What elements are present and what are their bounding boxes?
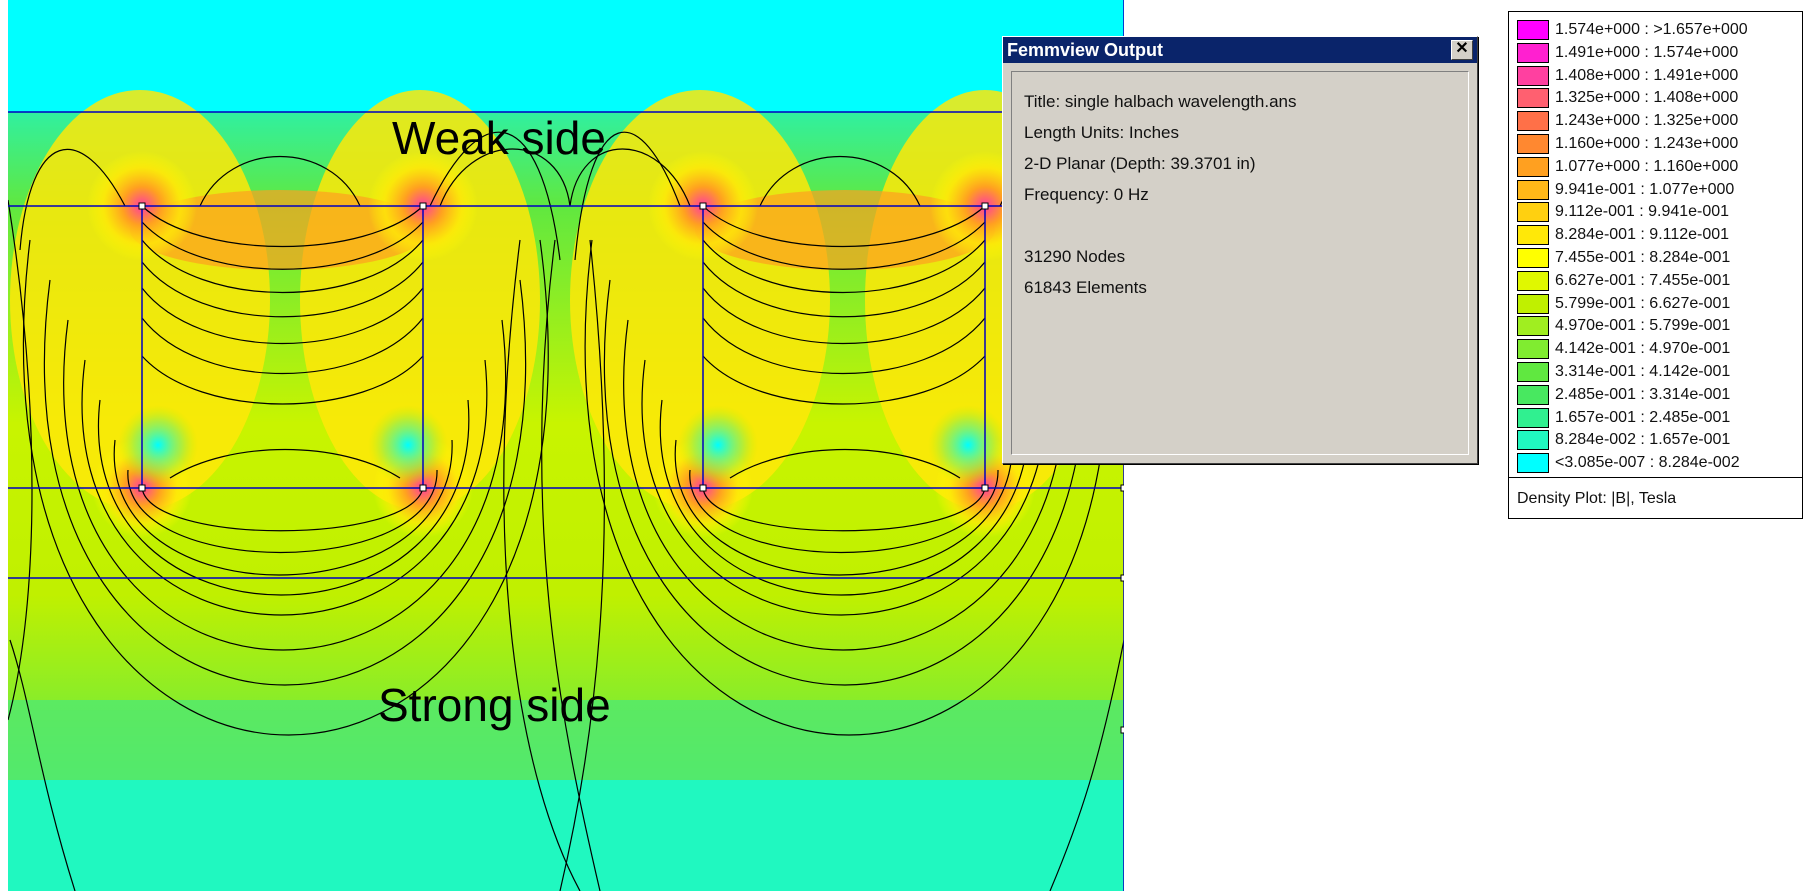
legend-swatch [1517, 156, 1549, 177]
legend-label: 3.314e-001 : 4.142e-001 [1555, 363, 1731, 380]
legend-entry: 1.574e+000 : >1.657e+000 [1517, 19, 1748, 41]
legend-label: 8.284e-002 : 1.657e-001 [1555, 431, 1731, 449]
legend-label: 1.657e-001 : 2.485e-001 [1555, 408, 1731, 426]
legend-entry: 5.799e-001 : 6.627e-001 [1517, 293, 1730, 315]
density-legend: Density Plot: |B|, Tesla 1.574e+000 : >1… [1508, 11, 1803, 519]
legend-swatch [1517, 407, 1549, 428]
legend-label: 4.142e-001 : 4.970e-001 [1555, 340, 1731, 358]
legend-entry: 4.970e-001 : 5.799e-001 [1517, 315, 1730, 337]
legend-entry: <3.085e-007 : 8.284e-002 [1517, 452, 1740, 474]
low-field-spot [928, 405, 1008, 485]
output-line-planar: 2-D Planar (Depth: 39.3701 in) [1024, 154, 1256, 173]
legend-entry: 1.657e-001 : 2.485e-001 [1517, 407, 1730, 429]
legend-label: 4.970e-001 : 5.799e-001 [1555, 317, 1731, 335]
legend-entry: 9.112e-001 : 9.941e-001 [1517, 201, 1729, 223]
output-line-nodes: 31290 Nodes [1024, 247, 1126, 266]
legend-label: 6.627e-001 : 7.455e-001 [1555, 271, 1731, 289]
legend-label: 7.455e-001 : 8.284e-001 [1555, 249, 1731, 266]
legend-entry: 1.160e+000 : 1.243e+000 [1517, 133, 1738, 155]
legend-label: 1.574e+000 : >1.657e+000 [1555, 21, 1748, 38]
output-text-area: Title: single halbach wavelength.ans Len… [1011, 71, 1469, 455]
legend-label: 1.077e+000 : 1.160e+000 [1555, 157, 1739, 175]
legend-swatch [1517, 111, 1549, 132]
field-band-mid [8, 700, 1124, 780]
field-hotspot [695, 190, 995, 270]
legend-entry: 4.142e-001 : 4.970e-001 [1517, 338, 1730, 360]
legend-swatch [1517, 339, 1549, 360]
legend-label: 1.160e+000 : 1.243e+000 [1555, 135, 1739, 152]
legend-swatch [1517, 248, 1549, 268]
output-line-units: Length Units: Inches [1024, 123, 1179, 142]
legend-swatch [1517, 453, 1549, 474]
femmview-output-window[interactable]: Femmview Output ✕ Title: single halbach … [1002, 36, 1478, 464]
field-hotspot [10, 90, 270, 510]
legend-label: 1.408e+000 : 1.491e+000 [1555, 66, 1739, 84]
legend-swatch [1517, 225, 1549, 246]
legend-swatch [1517, 65, 1549, 86]
legend-entry: 8.284e-001 : 9.112e-001 [1517, 224, 1729, 246]
legend-swatch [1517, 293, 1549, 314]
low-field-spot [678, 405, 758, 485]
legend-swatch [1517, 88, 1549, 109]
legend-label: 8.284e-001 : 9.112e-001 [1555, 226, 1730, 244]
legend-label: 1.491e+000 : 1.574e+000 [1555, 43, 1739, 61]
weak-side-label: Weak side [392, 112, 606, 164]
low-field-spot [118, 405, 198, 485]
legend-entry: 7.455e-001 : 8.284e-001 [1517, 247, 1730, 269]
output-line-blank [1024, 210, 1456, 241]
geometry-nodes [138, 202, 1124, 734]
low-field-spot [368, 405, 448, 485]
legend-entry: 3.314e-001 : 4.142e-001 [1517, 361, 1730, 383]
legend-entry: 1.325e+000 : 1.408e+000 [1517, 87, 1738, 109]
legend-entry: 1.243e+000 : 1.325e+000 [1517, 110, 1738, 132]
legend-swatch [1517, 202, 1549, 223]
geometry-lines [8, 0, 1124, 891]
legend-entry: 1.077e+000 : 1.160e+000 [1517, 156, 1738, 178]
legend-label: 1.243e+000 : 1.325e+000 [1555, 112, 1739, 130]
legend-entry: 2.485e-001 : 3.314e-001 [1517, 384, 1730, 406]
legend-label: 1.325e+000 : 1.408e+000 [1555, 89, 1739, 107]
legend-swatch [1517, 362, 1549, 382]
field-hotspot [300, 90, 540, 510]
field-hotspot [570, 90, 830, 510]
legend-label: 9.112e-001 : 9.941e-001 [1555, 203, 1730, 221]
legend-label: 9.941e-001 : 1.077e+000 [1555, 180, 1735, 198]
legend-swatch [1517, 20, 1549, 40]
legend-entry: 9.941e-001 : 1.077e+000 [1517, 179, 1734, 201]
legend-entry: 1.408e+000 : 1.491e+000 [1517, 65, 1738, 87]
legend-swatch [1517, 316, 1549, 337]
field-band-bottom [8, 780, 1124, 891]
plot-gutter [0, 0, 8, 891]
legend-entry: 8.284e-002 : 1.657e-001 [1517, 429, 1730, 451]
legend-entry: 1.491e+000 : 1.574e+000 [1517, 42, 1738, 64]
legend-swatch [1517, 270, 1549, 291]
legend-entry: 6.627e-001 : 7.455e-001 [1517, 270, 1730, 292]
legend-label: <3.085e-007 : 8.284e-002 [1555, 454, 1740, 472]
legend-divider [1509, 477, 1802, 478]
legend-caption: Density Plot: |B|, Tesla [1517, 490, 1677, 507]
legend-swatch [1517, 179, 1549, 200]
air-region-top [8, 0, 1124, 112]
legend-label: 2.485e-001 : 3.314e-001 [1555, 385, 1731, 403]
close-icon[interactable]: ✕ [1451, 40, 1473, 60]
output-line-frequency: Frequency: 0 Hz [1024, 185, 1149, 204]
legend-label: 5.799e-001 : 6.627e-001 [1555, 294, 1731, 312]
output-line-elements: 61843 Elements [1024, 278, 1147, 297]
output-line-title: Title: single halbach wavelength.ans [1024, 92, 1297, 111]
legend-swatch [1517, 134, 1549, 154]
legend-swatch [1517, 42, 1549, 63]
legend-swatch [1517, 384, 1549, 405]
legend-swatch [1517, 430, 1549, 451]
field-hotspot [130, 190, 430, 270]
window-title: Femmview Output [1007, 39, 1164, 60]
strong-side-label: Strong side [378, 679, 611, 731]
window-titlebar[interactable]: Femmview Output ✕ [1003, 37, 1477, 63]
